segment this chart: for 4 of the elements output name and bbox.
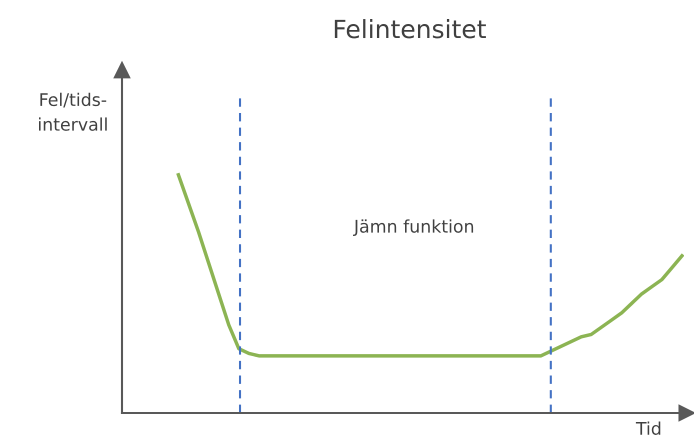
y-axis-title: Fel/tids- intervall [39, 92, 107, 131]
chart-title: Felintensitet [334, 19, 486, 38]
x-axis-title: Tid [636, 422, 660, 435]
annotation: Jämn funktion [353, 219, 474, 236]
